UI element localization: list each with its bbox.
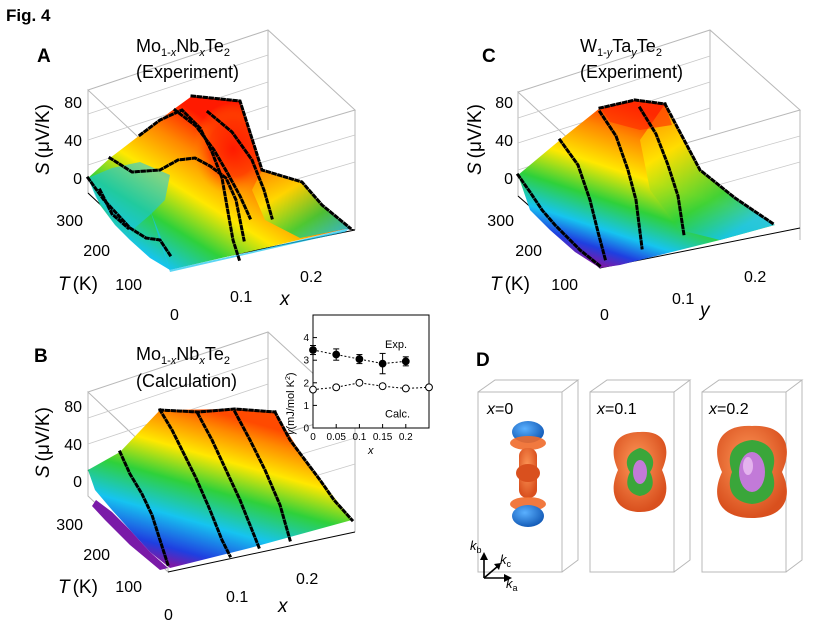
panel-b-label: B bbox=[34, 346, 48, 367]
fs-box-1-label: x=0.1 bbox=[596, 401, 637, 418]
panel-b-x-tick: 0.2 bbox=[296, 571, 318, 588]
panel-a-s-tick: 80 bbox=[64, 95, 82, 112]
inset-x-tick-label: 0 bbox=[310, 432, 316, 443]
panel-b-x-axis-label: x bbox=[277, 596, 289, 617]
panel-a-x-tick: 0 bbox=[170, 307, 179, 324]
inset-data-point bbox=[309, 346, 317, 354]
panel-b-title-line1: Mo1-xNbxTe2 bbox=[136, 344, 230, 367]
panel-b-s-tick: 40 bbox=[64, 437, 82, 454]
inset-legend-label: Exp. bbox=[385, 339, 407, 351]
inset-y-tick-label: 4 bbox=[303, 333, 309, 344]
panel-a-t-tick: 300 bbox=[56, 213, 83, 230]
panel-c: C W1-yTayTe2 (Experiment) S(μV/K) 80 40 … bbox=[465, 29, 802, 324]
panel-c-surface bbox=[518, 100, 775, 268]
k-b-label: kb bbox=[470, 538, 482, 555]
panel-c-title-line1: W1-yTayTe2 bbox=[580, 36, 662, 59]
fs-box-0: x=0 bbox=[477, 379, 580, 573]
inset-data-point bbox=[401, 384, 410, 393]
panel-a-dots bbox=[85, 94, 353, 264]
fs-violet-core bbox=[739, 452, 765, 492]
panel-b-t-tick: 100 bbox=[115, 579, 142, 596]
panel-a-x-tick: 0.1 bbox=[230, 289, 252, 306]
inset-x-tick-label: 0.15 bbox=[373, 432, 393, 443]
panel-b-x-tick: 0 bbox=[164, 607, 173, 623]
inset-x-tick-label: 0.05 bbox=[326, 432, 346, 443]
panel-a-s-tick: 0 bbox=[73, 171, 82, 188]
panel-c-y-tick: 0 bbox=[600, 307, 609, 324]
panel-c-y-tick: 0.1 bbox=[672, 291, 694, 308]
fs-blue-pocket bbox=[512, 505, 544, 527]
fs-box-1: x=0.1 bbox=[589, 379, 692, 573]
inset-data-point bbox=[332, 350, 341, 359]
panel-c-y-axis-label: y bbox=[698, 300, 711, 321]
panel-c-dots bbox=[515, 98, 778, 269]
inset-y-tick-label: 3 bbox=[303, 356, 309, 367]
panel-c-t-tick: 200 bbox=[515, 243, 542, 260]
inset-data-point bbox=[378, 382, 387, 391]
fs-box-2-label: x=0.2 bbox=[708, 401, 749, 418]
panel-c-t-axis-label: T (K) bbox=[490, 274, 530, 295]
fs-orange-core bbox=[516, 464, 540, 482]
panel-c-t-tick: 300 bbox=[487, 213, 514, 230]
panel-b-t-axis-label: T (K) bbox=[58, 577, 98, 598]
fs-violet-core bbox=[633, 460, 647, 484]
panel-a-t-axis-label: T (K) bbox=[58, 274, 98, 295]
panel-b-s-tick: 80 bbox=[64, 399, 82, 416]
panel-b-x-tick: 0.1 bbox=[226, 589, 248, 606]
panel-b-s-tick: 0 bbox=[73, 474, 82, 491]
inset-x-axis-label: x bbox=[367, 445, 374, 457]
inset-data-point bbox=[378, 359, 387, 368]
panel-a-t-tick: 100 bbox=[115, 277, 142, 294]
panel-c-label: C bbox=[482, 46, 496, 67]
k-axes: kb kc ka bbox=[470, 538, 518, 593]
panel-c-s-tick: 0 bbox=[504, 171, 513, 188]
inset-plot-frame bbox=[312, 314, 430, 429]
inset-legend-label: Calc. bbox=[385, 409, 410, 421]
panel-a-title-line2: (Experiment) bbox=[136, 62, 239, 82]
panel-c-s-axis-label: S(μV/K) bbox=[465, 104, 486, 175]
fs-box-2: x=0.2 bbox=[701, 379, 804, 573]
inset-x-tick-label: 0.2 bbox=[399, 432, 413, 443]
panel-a-x-tick: 0.2 bbox=[300, 269, 322, 286]
inset-data-point bbox=[355, 378, 364, 387]
inset-y-axis-label: γ(mJ/mol K2) bbox=[285, 372, 297, 435]
k-a-label: ka bbox=[506, 576, 518, 593]
panel-c-title-line2: (Experiment) bbox=[580, 62, 683, 82]
panel-c-s-tick: 80 bbox=[495, 95, 513, 112]
panel-b-t-tick: 200 bbox=[83, 547, 110, 564]
panel-d: D x=0 x=0.1 x=0.2 bbox=[470, 350, 804, 593]
panel-b-title-line2: (Calculation) bbox=[136, 371, 237, 391]
inset-data-point bbox=[309, 385, 317, 394]
panel-b-s-axis-label: S(μV/K) bbox=[33, 407, 54, 478]
panel-c-s-tick: 40 bbox=[495, 133, 513, 150]
inset-y-tick-label: 2 bbox=[303, 378, 309, 389]
panel-d-label: D bbox=[476, 350, 490, 371]
panel-a-label: A bbox=[37, 46, 51, 67]
panel-a-s-tick: 40 bbox=[64, 133, 82, 150]
panel-c-t-tick: 100 bbox=[551, 277, 578, 294]
inset-x-tick-label: 0.1 bbox=[352, 432, 366, 443]
inset-gamma-chart: 0 1 2 3 4 0 0.05 0.1 0.15 0.2 Exp. Calc. γ(mJ/mol … bbox=[285, 314, 433, 457]
inset-data-point bbox=[355, 355, 364, 363]
k-c-label: kc bbox=[500, 552, 512, 569]
panel-a-s-axis-label: S(μV/K) bbox=[33, 104, 54, 175]
inset-y-tick-label: 0 bbox=[303, 424, 309, 435]
panel-a-x-axis-label: x bbox=[279, 289, 291, 310]
panel-b-t-tick: 300 bbox=[56, 517, 83, 534]
inset-data-point bbox=[401, 357, 410, 366]
panel-a-t-tick: 200 bbox=[83, 243, 110, 260]
fs-box-0-label: x=0 bbox=[486, 401, 513, 418]
panel-a-title-line1: Mo1-xNbxTe2 bbox=[136, 36, 230, 59]
panel-c-y-tick: 0.2 bbox=[744, 269, 766, 286]
fs-orange-pocket bbox=[510, 436, 546, 450]
inset-data-point bbox=[332, 383, 341, 392]
figure-title: Fig. 4 bbox=[6, 6, 51, 25]
panel-a: A Mo1-xNbxTe2 bbox=[33, 29, 356, 324]
panel-b-dots bbox=[118, 407, 355, 567]
panel-b: B Mo1-xNbxTe2 (Calculation) S(μV/K) 80 4… bbox=[33, 331, 356, 623]
inset-data-point bbox=[425, 383, 433, 392]
fs-violet-highlight bbox=[743, 457, 753, 475]
inset-y-tick-label: 1 bbox=[303, 401, 309, 412]
